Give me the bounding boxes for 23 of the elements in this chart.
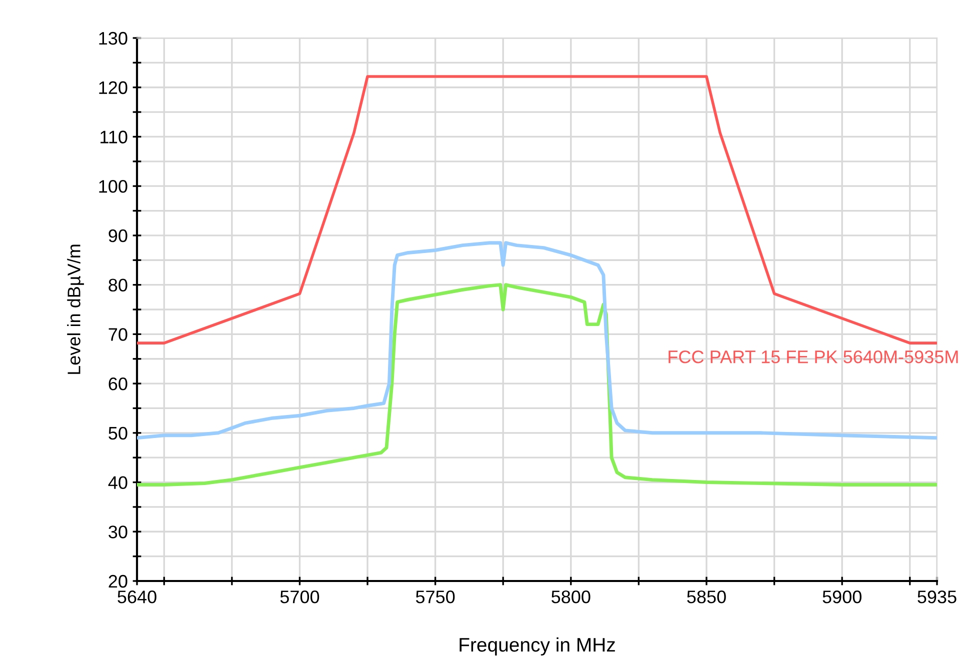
y-tick-label: 20 xyxy=(108,574,128,588)
y-tick-label: 50 xyxy=(108,426,128,440)
x-tick-label: 5850 xyxy=(687,590,726,604)
y-tick-label: 110 xyxy=(100,130,128,144)
x-axis-title: Frequency in MHz xyxy=(460,637,615,656)
x-tick-label: 5900 xyxy=(822,590,862,604)
x-tick-label: 5935 xyxy=(918,590,956,604)
y-tick-label: 100 xyxy=(99,180,128,193)
y-axis-title: Level in dBµV/m xyxy=(67,244,84,374)
y-tick-label: 30 xyxy=(108,526,128,538)
y-tick-label: 80 xyxy=(108,278,128,292)
x-tick-label: 5700 xyxy=(280,590,320,604)
x-tick-label: 5640 xyxy=(118,590,156,604)
series-label: FCC PART 15 FE PK 5640M-5935M xyxy=(668,350,958,364)
y-tick-label: 70 xyxy=(108,328,128,341)
x-tick-label: 5750 xyxy=(416,590,455,604)
y-tick-label: 120 xyxy=(99,81,128,94)
y-tick-label: 40 xyxy=(108,476,128,489)
line-series xyxy=(137,75,937,344)
y-tick-label: 60 xyxy=(108,377,128,390)
x-tick-label: 5800 xyxy=(552,590,590,604)
y-tick-label: 130 xyxy=(99,32,128,45)
y-tick-label: 90 xyxy=(108,229,128,242)
